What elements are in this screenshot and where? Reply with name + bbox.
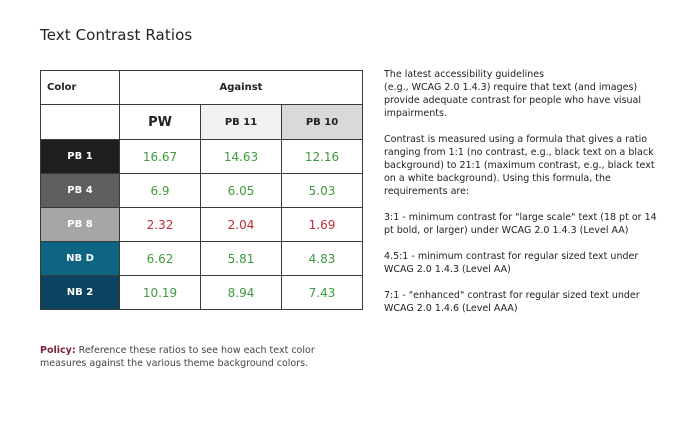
table-cell: 4.83 bbox=[281, 241, 363, 276]
notes-paragraph: 4.5:1 - minimum contrast for regular siz… bbox=[384, 251, 639, 275]
column-header-pb10: PB 10 bbox=[281, 104, 363, 140]
against-header: Against bbox=[119, 70, 363, 105]
table-cell: 2.04 bbox=[200, 207, 282, 242]
table-cell: 10.19 bbox=[119, 275, 201, 310]
table-cell: 8.94 bbox=[200, 275, 282, 310]
table-cell: 2.32 bbox=[119, 207, 201, 242]
table-row: NB 2 10.19 8.94 7.43 bbox=[40, 275, 363, 310]
row-label-nb2: NB 2 bbox=[40, 275, 120, 310]
table-cell: 6.05 bbox=[200, 173, 282, 208]
policy-note: Policy: Reference these ratios to see ho… bbox=[40, 344, 340, 370]
contrast-table: Color Against PW PB 11 PB 10 PB 1 16.67 … bbox=[40, 70, 363, 310]
table-subheader-row: PW PB 11 PB 10 bbox=[40, 104, 363, 140]
column-header-pb11: PB 11 bbox=[200, 104, 282, 140]
accessibility-notes: The latest accessibility guidelines (e.g… bbox=[384, 68, 664, 328]
notes-paragraph: The latest accessibility guidelines (e.g… bbox=[384, 69, 642, 119]
column-header-pw: PW bbox=[119, 104, 201, 140]
policy-text: Reference these ratios to see how each t… bbox=[40, 345, 315, 369]
row-label-pb8: PB 8 bbox=[40, 207, 120, 242]
table-cell: 12.16 bbox=[281, 139, 363, 174]
table-row: PB 4 6.9 6.05 5.03 bbox=[40, 173, 363, 208]
table-cell: 1.69 bbox=[281, 207, 363, 242]
table-row: PB 1 16.67 14.63 12.16 bbox=[40, 139, 363, 174]
table-cell: 14.63 bbox=[200, 139, 282, 174]
table-cell: 6.9 bbox=[119, 173, 201, 208]
table-row: NB D 6.62 5.81 4.83 bbox=[40, 241, 363, 276]
table-cell: 7.43 bbox=[281, 275, 363, 310]
row-label-nbd: NB D bbox=[40, 241, 120, 276]
table-row: PB 8 2.32 2.04 1.69 bbox=[40, 207, 363, 242]
row-label-pb4: PB 4 bbox=[40, 173, 120, 208]
table-cell: 5.81 bbox=[200, 241, 282, 276]
page-title: Text Contrast Ratios bbox=[40, 26, 193, 44]
notes-paragraph: 7:1 - "enhanced" contrast for regular si… bbox=[384, 290, 640, 314]
blank-header-cell bbox=[40, 104, 120, 140]
table-header-row: Color Against bbox=[40, 70, 363, 105]
color-column-header: Color bbox=[40, 70, 120, 105]
notes-paragraph: Contrast is measured using a formula tha… bbox=[384, 134, 655, 197]
table-cell: 16.67 bbox=[119, 139, 201, 174]
policy-label: Policy: bbox=[40, 345, 76, 356]
table-cell: 6.62 bbox=[119, 241, 201, 276]
row-label-pb1: PB 1 bbox=[40, 139, 120, 174]
notes-paragraph: 3:1 - minimum contrast for "large scale"… bbox=[384, 212, 657, 236]
table-cell: 5.03 bbox=[281, 173, 363, 208]
